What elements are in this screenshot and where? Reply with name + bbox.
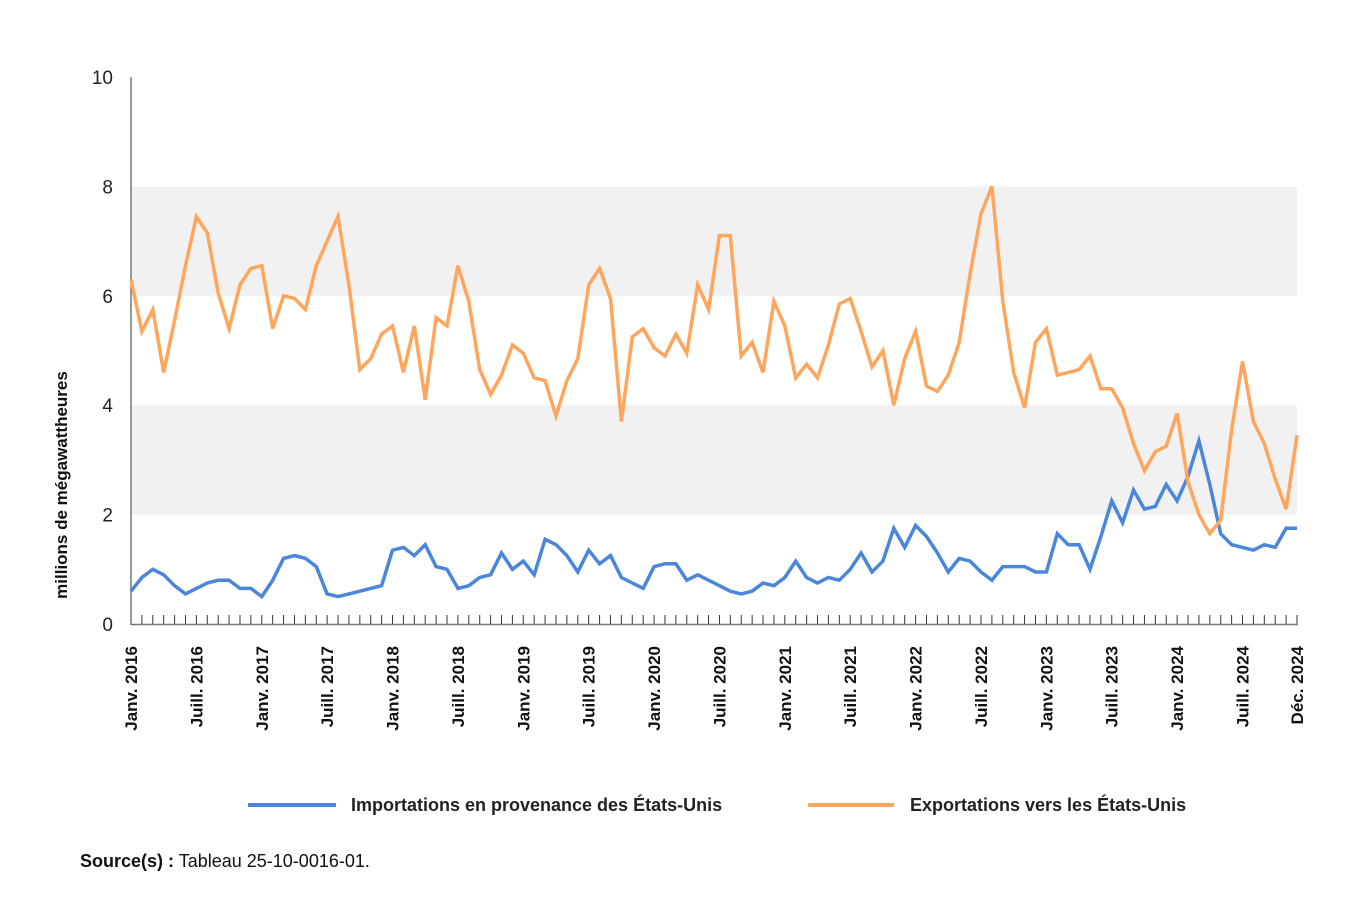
x-tick-label: Janv. 2018 xyxy=(384,646,403,731)
y-tick-label: 10 xyxy=(92,68,113,89)
x-tick-label: Juill. 2022 xyxy=(972,646,991,727)
x-tick-label: Juill. 2024 xyxy=(1234,645,1253,727)
x-axis-ticks: Janv. 2016 Juill. 2016 Janv. 2017 Juill. 20… xyxy=(122,615,1307,731)
source-note: Source(s) : Tableau 25-10-0016-01. xyxy=(80,851,370,872)
series-lines xyxy=(129,185,1299,600)
grid-bands xyxy=(131,186,1297,515)
y-tick-label: 8 xyxy=(102,177,113,198)
x-tick-label: Déc. 2024 xyxy=(1288,645,1307,724)
x-tick-label: Juill. 2021 xyxy=(841,646,860,727)
x-tick-label: Janv. 2023 xyxy=(1037,646,1056,731)
y-axis-ticks: 0 2 4 6 8 10 xyxy=(92,68,114,636)
y-tick-label: 4 xyxy=(102,396,113,417)
source-label: Source(s) : xyxy=(80,851,175,871)
x-tick-label: Janv. 2019 xyxy=(514,646,533,731)
x-tick-label: Janv. 2017 xyxy=(253,646,272,731)
y-tick-label: 0 xyxy=(102,615,113,636)
x-tick-label: Janv. 2022 xyxy=(907,646,926,731)
x-tick-label: Juill. 2019 xyxy=(580,646,599,727)
x-tick-label: Juill. 2020 xyxy=(710,646,729,727)
x-tick-label: Juill. 2017 xyxy=(318,646,337,727)
source-text: Tableau 25-10-0016-01. xyxy=(178,851,370,871)
y-tick-label: 2 xyxy=(102,506,113,527)
x-tick-label: Juill. 2023 xyxy=(1103,646,1122,727)
y-axis-title: millions de mégawattheures xyxy=(52,371,71,599)
x-tick-label: Juill. 2018 xyxy=(449,646,468,727)
legend: Importations en provenance des États-Uni… xyxy=(248,794,1186,815)
x-tick-label: Janv. 2020 xyxy=(645,646,664,731)
y-tick-label: 6 xyxy=(102,287,113,308)
x-tick-label: Janv. 2021 xyxy=(776,646,795,731)
legend-label-imports: Importations en provenance des États-Uni… xyxy=(351,794,722,815)
x-tick-label: Janv. 2016 xyxy=(122,646,141,731)
exports-line xyxy=(129,185,1299,537)
x-tick-label: Juill. 2016 xyxy=(187,646,206,727)
grid-band xyxy=(131,405,1297,515)
imports-line xyxy=(129,434,1297,600)
legend-label-exports: Exportations vers les États-Unis xyxy=(910,794,1186,815)
x-tick-label: Janv. 2024 xyxy=(1168,645,1187,730)
